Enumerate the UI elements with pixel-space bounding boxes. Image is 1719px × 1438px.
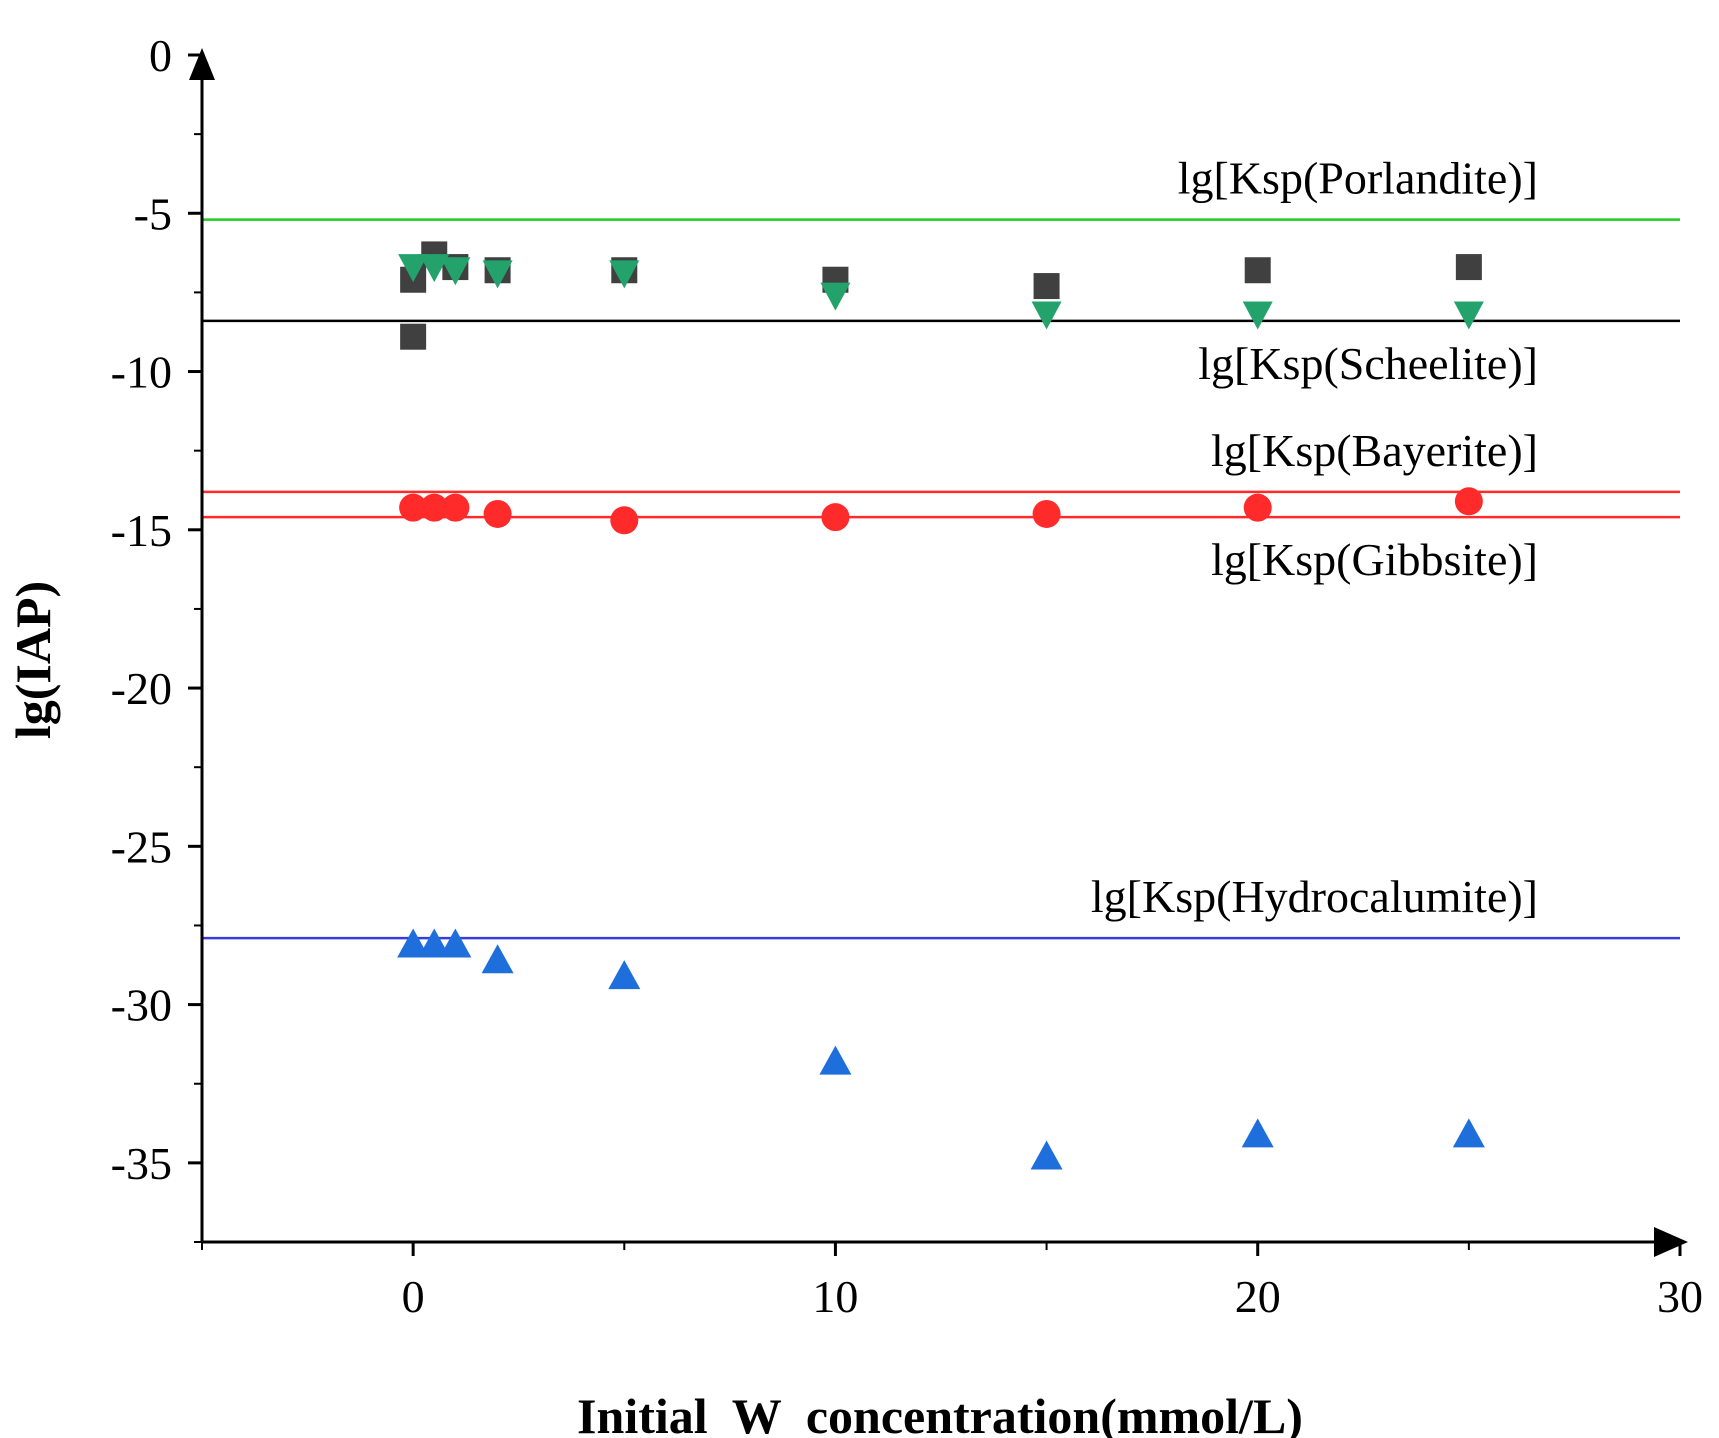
data-point-triangle-up <box>418 928 451 958</box>
data-point-triangle-down <box>1242 301 1273 330</box>
reference-line-label: lg[Ksp(Bayerite)] <box>1211 425 1538 476</box>
data-point-triangle-up <box>608 960 641 990</box>
x-axis-title: Initial W concentration(mmol/L) <box>577 1388 1303 1438</box>
y-axis-title: lg(IAP) <box>5 581 61 739</box>
data-point-triangle-down <box>1453 301 1484 330</box>
y-tick-label: 0 <box>149 30 172 81</box>
data-point-circle <box>1032 499 1061 528</box>
y-axis-arrow <box>189 48 215 80</box>
data-point-triangle-down <box>482 260 513 289</box>
reference-labels: lg[Ksp(Porlandite)] lg[Ksp(Scheelite)] lg[… <box>1091 153 1538 923</box>
data-point-circle <box>420 493 449 522</box>
data-point-triangle-up <box>1241 1118 1274 1148</box>
data-point-triangle-up <box>397 928 430 958</box>
data-point-triangle-up <box>439 928 472 958</box>
reference-line-label: lg[Ksp(Gibbsite)] <box>1211 534 1538 585</box>
y-tick-label: -15 <box>111 505 172 556</box>
y-tick-label: -20 <box>111 663 172 714</box>
reference-line-label: lg[Ksp(Scheelite)] <box>1198 338 1538 389</box>
data-point-circle <box>1454 487 1483 516</box>
data-point-square <box>1033 273 1060 300</box>
data-points <box>397 241 1485 1170</box>
data-point-triangle-up <box>1030 1140 1063 1170</box>
reference-line-label: lg[Ksp(Porlandite)] <box>1178 153 1538 204</box>
data-point-circle <box>441 493 470 522</box>
data-point-triangle-up <box>1452 1118 1485 1148</box>
y-tick-label: -30 <box>111 980 172 1031</box>
axes: 0 -5 -10 -15 -20 -25 -30 -35 0 10 20 30 <box>111 30 1703 1322</box>
data-point-triangle-down <box>419 254 450 283</box>
y-tick-label: -5 <box>134 188 172 239</box>
y-tick-label: -25 <box>111 821 172 872</box>
data-point-square <box>1244 257 1271 284</box>
data-point-circle <box>399 493 428 522</box>
data-point-triangle-down <box>1031 301 1062 330</box>
x-axis-arrow <box>1654 1227 1688 1257</box>
data-point-triangle-up <box>819 1045 852 1075</box>
data-point-triangle-down <box>609 260 640 289</box>
data-point-circle <box>483 499 512 528</box>
data-point-square <box>400 323 427 350</box>
x-tick-label: 20 <box>1235 1271 1281 1322</box>
x-tick-label: 10 <box>812 1271 858 1322</box>
data-point-circle <box>821 503 850 532</box>
y-tick-label: -35 <box>111 1138 172 1189</box>
data-point-triangle-down <box>398 254 429 283</box>
x-tick-label: 30 <box>1657 1271 1703 1322</box>
reference-line-label: lg[Ksp(Hydrocalumite)] <box>1091 871 1538 922</box>
data-point-triangle-down <box>820 282 851 311</box>
data-point-circle <box>1243 493 1272 522</box>
data-point-triangle-down <box>440 257 471 286</box>
y-tick-label: -10 <box>111 347 172 398</box>
data-point-square <box>1455 254 1482 281</box>
x-tick-label: 0 <box>402 1271 425 1322</box>
data-point-triangle-up <box>481 944 514 974</box>
data-point-circle <box>610 506 639 535</box>
